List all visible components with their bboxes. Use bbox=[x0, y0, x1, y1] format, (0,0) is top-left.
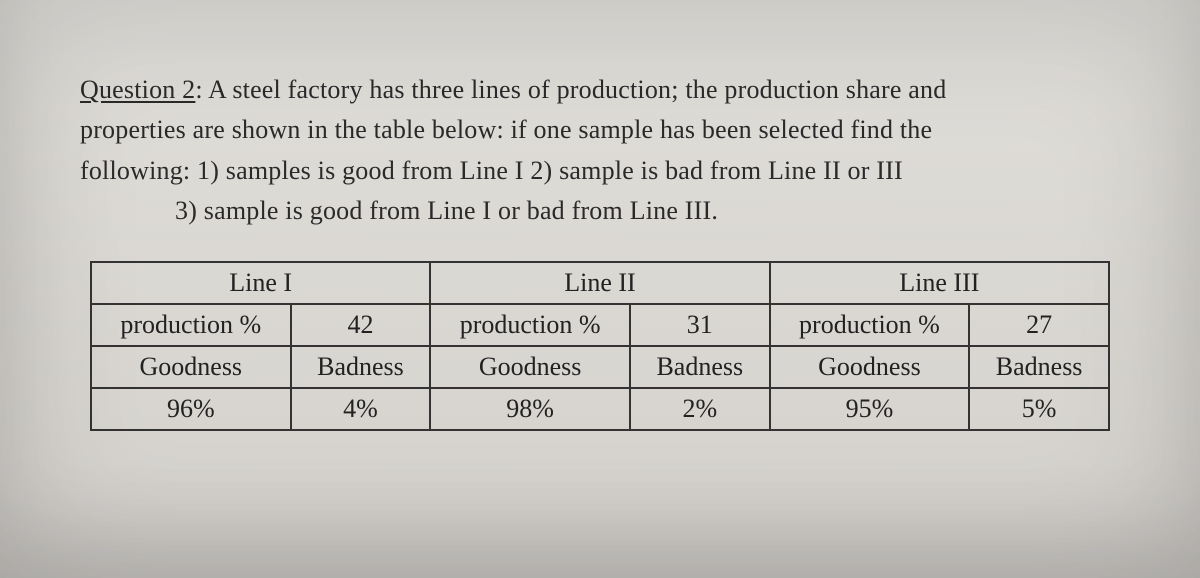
table-row: 96% 4% 98% 2% 95% 5% bbox=[91, 388, 1109, 430]
prod-label-1: production % bbox=[91, 304, 291, 346]
good-val-3: 95% bbox=[770, 388, 970, 430]
good-val-1: 96% bbox=[91, 388, 291, 430]
question-label: Question 2 bbox=[80, 75, 195, 104]
bad-label-3: Badness bbox=[969, 346, 1109, 388]
header-line3: Line III bbox=[770, 262, 1109, 304]
prod-val-3: 27 bbox=[969, 304, 1109, 346]
prod-val-2: 31 bbox=[630, 304, 770, 346]
table-row: Goodness Badness Goodness Badness Goodne… bbox=[91, 346, 1109, 388]
prod-label-2: production % bbox=[430, 304, 630, 346]
question-line4: 3) sample is good from Line I or bad fro… bbox=[80, 191, 718, 231]
table-row: Line I Line II Line III bbox=[91, 262, 1109, 304]
table-row: production % 42 production % 31 producti… bbox=[91, 304, 1109, 346]
scanned-page: Question 2: A steel factory has three li… bbox=[0, 0, 1200, 578]
question-line2: properties are shown in the table below:… bbox=[80, 115, 932, 144]
bad-val-1: 4% bbox=[291, 388, 431, 430]
good-label-3: Goodness bbox=[770, 346, 970, 388]
header-line2: Line II bbox=[430, 262, 769, 304]
question-line1: : A steel factory has three lines of pro… bbox=[195, 75, 946, 104]
header-line1: Line I bbox=[91, 262, 430, 304]
question-line3: following: 1) samples is good from Line … bbox=[80, 156, 903, 185]
good-val-2: 98% bbox=[430, 388, 630, 430]
bad-label-1: Badness bbox=[291, 346, 431, 388]
prod-label-3: production % bbox=[770, 304, 970, 346]
prod-val-1: 42 bbox=[291, 304, 431, 346]
good-label-1: Goodness bbox=[91, 346, 291, 388]
good-label-2: Goodness bbox=[430, 346, 630, 388]
question-text: Question 2: A steel factory has three li… bbox=[80, 70, 1120, 231]
production-table: Line I Line II Line III production % 42 … bbox=[90, 261, 1110, 431]
bad-val-2: 2% bbox=[630, 388, 770, 430]
bad-label-2: Badness bbox=[630, 346, 770, 388]
bad-val-3: 5% bbox=[969, 388, 1109, 430]
